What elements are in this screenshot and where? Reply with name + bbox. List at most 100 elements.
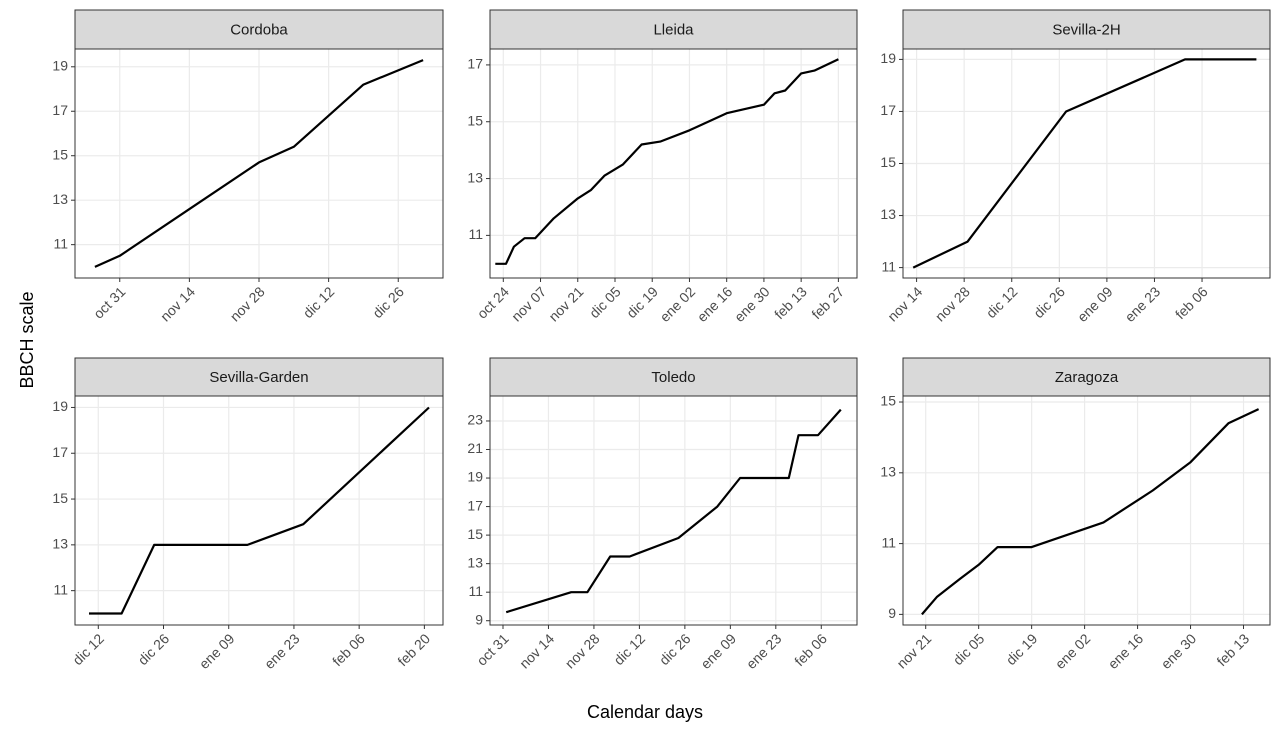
x-tick-label: nov 14	[884, 283, 925, 324]
y-tick-label: 13	[467, 169, 483, 185]
strip	[902, 357, 1271, 397]
y-axis-title: BBCH scale	[17, 291, 37, 388]
x-tick-label: dic 05	[586, 283, 624, 321]
x-tick-label: feb 06	[791, 630, 830, 669]
x-tick-label: nov 28	[227, 283, 268, 324]
panel-border	[489, 48, 858, 279]
y-tick-label: 15	[52, 146, 68, 162]
x-tick-label: ene 02	[657, 283, 699, 325]
strip	[489, 357, 858, 397]
x-tick-label: ene 02	[1052, 630, 1094, 672]
y-tick-label: 13	[52, 536, 68, 552]
panel-title: Toledo	[651, 369, 695, 386]
x-tick-label: ene 30	[731, 283, 773, 325]
x-tick-label: dic 19	[1003, 630, 1041, 668]
x-tick-label: nov 07	[508, 283, 549, 324]
y-tick-label: 15	[880, 154, 896, 170]
x-tick-label: feb 06	[1172, 283, 1211, 322]
y-tick-label: 17	[52, 102, 68, 118]
y-tick-label: 21	[467, 440, 483, 456]
y-tick-label: 17	[467, 497, 483, 513]
x-tick-label: ene 16	[1105, 630, 1147, 672]
y-tick-label: 19	[52, 398, 68, 414]
panel-title: Sevilla-Garden	[209, 369, 308, 386]
y-tick-label: 19	[880, 50, 896, 66]
x-tick-label: ene 16	[694, 283, 736, 325]
x-tick-label: feb 13	[1213, 630, 1252, 669]
y-tick-label: 15	[467, 526, 483, 542]
x-tick-label: dic 12	[300, 283, 338, 321]
strip	[74, 9, 444, 50]
y-tick-label: 11	[53, 235, 68, 251]
x-tick-label: dic 26	[135, 630, 173, 668]
y-tick-label: 9	[475, 611, 483, 627]
panel-title: Cordoba	[230, 21, 288, 38]
line	[94, 59, 424, 268]
panel-border	[74, 48, 444, 279]
y-tick-label: 13	[52, 191, 68, 207]
x-tick-label: dic 05	[950, 630, 988, 668]
panel-border	[74, 395, 444, 626]
panel-title: Sevilla-2H	[1052, 21, 1120, 38]
x-tick-label: ene 23	[1122, 283, 1164, 325]
y-tick-label: 15	[880, 393, 896, 409]
x-tick-label: nov 28	[562, 630, 603, 671]
x-tick-label: dic 12	[69, 630, 107, 668]
y-tick-label: 15	[467, 112, 483, 128]
x-tick-label: nov 21	[545, 283, 586, 324]
x-tick-label: ene 09	[1074, 283, 1116, 325]
y-tick-label: 9	[888, 605, 896, 621]
y-tick-label: 11	[881, 258, 896, 274]
line	[89, 406, 430, 615]
x-tick-label: dic 26	[656, 630, 694, 668]
x-tick-label: nov 14	[157, 283, 198, 324]
x-tick-label: oct 31	[473, 630, 511, 668]
x-tick-label: nov 28	[932, 283, 973, 324]
panel-title: Lleida	[653, 21, 694, 38]
line	[505, 408, 842, 614]
x-tick-label: nov 14	[516, 630, 557, 671]
x-tick-label: feb 13	[771, 283, 810, 322]
strip	[489, 9, 858, 50]
x-tick-label: ene 09	[697, 630, 739, 672]
y-tick-label: 13	[467, 554, 483, 570]
x-tick-label: dic 12	[610, 630, 648, 668]
y-tick-label: 15	[52, 490, 68, 506]
strip	[74, 357, 444, 397]
y-tick-label: 17	[467, 56, 483, 72]
y-tick-label: 19	[52, 57, 68, 73]
x-tick-label: nov 21	[893, 630, 934, 671]
line	[912, 58, 1257, 269]
y-tick-label: 11	[468, 583, 483, 599]
x-tick-label: ene 23	[743, 630, 785, 672]
x-axis-title: Calendar days	[587, 702, 703, 722]
x-tick-label: feb 27	[808, 283, 847, 322]
x-tick-label: feb 06	[329, 630, 368, 669]
x-tick-label: dic 12	[983, 283, 1021, 321]
panel-border	[489, 395, 858, 626]
x-tick-label: ene 30	[1158, 630, 1200, 672]
x-tick-label: dic 26	[369, 283, 407, 321]
line	[495, 58, 839, 265]
y-tick-label: 13	[880, 206, 896, 222]
y-tick-label: 13	[880, 464, 896, 480]
x-tick-label: feb 20	[394, 630, 433, 669]
y-tick-label: 11	[53, 581, 68, 597]
x-tick-label: dic 19	[623, 283, 661, 321]
y-tick-label: 17	[880, 102, 896, 118]
y-tick-label: 11	[881, 534, 896, 550]
x-tick-label: ene 09	[196, 630, 238, 672]
y-tick-label: 11	[468, 226, 483, 242]
x-tick-label: oct 24	[474, 283, 512, 321]
line	[921, 408, 1260, 616]
x-tick-label: ene 23	[261, 630, 303, 672]
x-tick-label: dic 26	[1030, 283, 1068, 321]
strip	[902, 9, 1271, 50]
panel-border	[902, 395, 1271, 626]
x-tick-label: oct 31	[90, 283, 128, 321]
panel-title: Zaragoza	[1055, 369, 1119, 386]
y-tick-label: 19	[467, 469, 483, 485]
y-tick-label: 17	[52, 444, 68, 460]
y-tick-label: 23	[467, 412, 483, 428]
